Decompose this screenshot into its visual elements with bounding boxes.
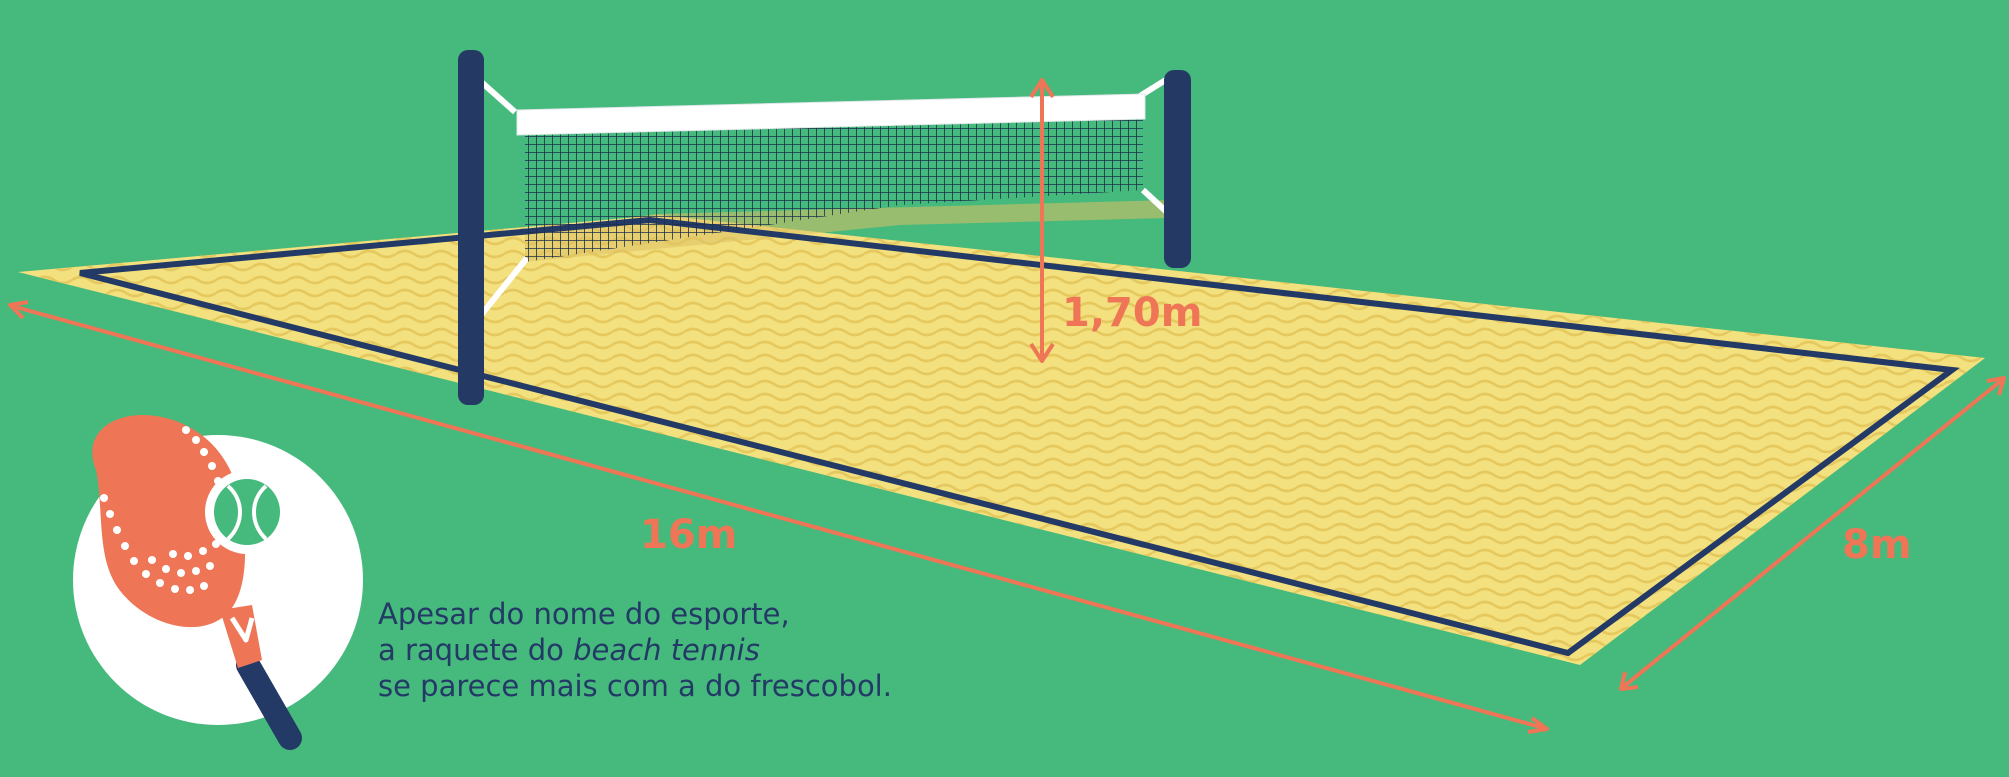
right-net-post xyxy=(1164,70,1191,268)
court-length-arrow xyxy=(8,300,1549,734)
racket-caption: Apesar do nome do esporte, a raquete do … xyxy=(378,596,938,704)
left-net-post xyxy=(458,50,484,405)
net-height-arrow xyxy=(1029,78,1055,363)
tennis-ball-icon xyxy=(205,470,289,554)
beach-tennis-racket-icon xyxy=(92,414,302,750)
net-height-label: 1,70m xyxy=(1062,290,1202,336)
caption-line-2: a raquete do beach tennis xyxy=(378,632,938,668)
court-length-label: 16m xyxy=(640,512,737,558)
court-width-arrow xyxy=(1619,376,2006,691)
caption-sport-name: beach tennis xyxy=(573,633,760,667)
net-mesh xyxy=(525,118,1143,262)
caption-line-3: se parece mais com a do frescobol. xyxy=(378,669,892,703)
court-width-label: 8m xyxy=(1842,522,1912,568)
left-post-lower-guy-line xyxy=(474,256,530,322)
caption-line-2-prefix: a raquete do xyxy=(378,633,574,667)
caption-line-1: Apesar do nome do esporte, xyxy=(378,597,790,631)
net-top-band xyxy=(516,93,1146,136)
sand-texture xyxy=(18,215,1985,665)
